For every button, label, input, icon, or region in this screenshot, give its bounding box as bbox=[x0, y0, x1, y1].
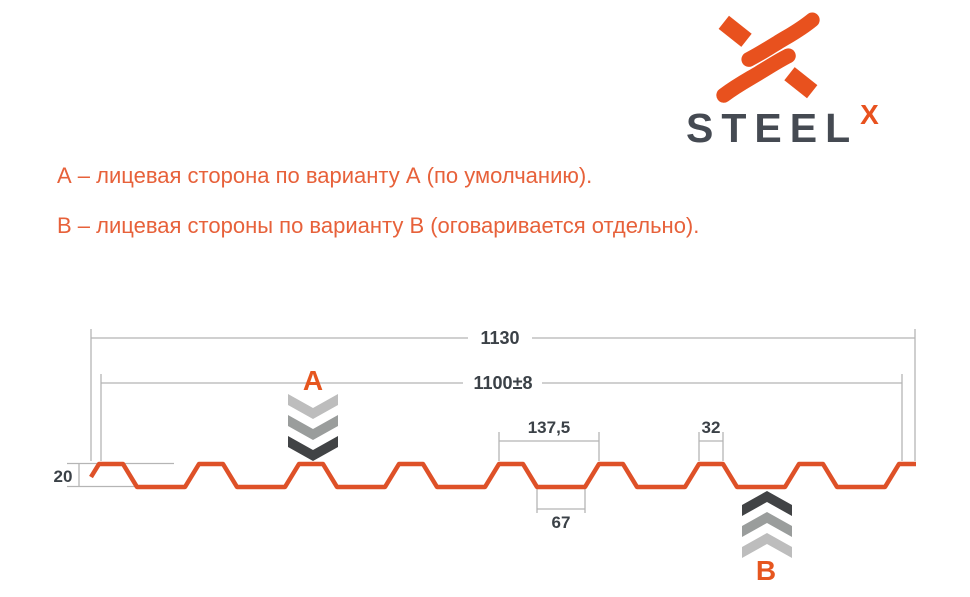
side-b-marker: В bbox=[742, 491, 792, 586]
dim-label-rib-pitch: 137,5 bbox=[528, 418, 571, 437]
dim-label-rib-bottom-width: 67 bbox=[552, 513, 571, 532]
dim-label-profile-height: 20 bbox=[54, 467, 73, 486]
brand-name: STEEL bbox=[686, 105, 859, 151]
chevron-down-icon bbox=[288, 436, 338, 461]
marker-letter-a: А bbox=[303, 365, 323, 396]
logo-hook-top-right bbox=[741, 12, 820, 67]
chevron-up-icon bbox=[742, 533, 792, 558]
side-a-marker: А bbox=[288, 365, 338, 461]
steelx-wordmark: STEEL X bbox=[686, 101, 879, 151]
steelx-logo-icon bbox=[716, 12, 820, 103]
marker-letter-b: В bbox=[756, 555, 776, 586]
dim-label-overall-width: 1130 bbox=[480, 328, 519, 348]
chevron-up-icon bbox=[742, 512, 792, 537]
chevron-down-icon bbox=[288, 415, 338, 440]
heading-variant-a: А – лицевая сторона по варианту А (по ум… bbox=[57, 163, 593, 188]
chevron-down-icon bbox=[288, 394, 338, 419]
brand-x-mark: X bbox=[860, 99, 879, 130]
dim-label-working-width: 1100±8 bbox=[474, 373, 533, 393]
chevron-up-icon bbox=[742, 491, 792, 516]
logo-arm-top-left bbox=[718, 15, 752, 47]
heading-variant-b: В – лицевая стороны по варианту В (огова… bbox=[57, 213, 700, 238]
profile-outline bbox=[89, 461, 916, 490]
logo-arm-bottom-right bbox=[784, 67, 818, 99]
dim-label-rib-top-width: 32 bbox=[702, 418, 721, 437]
dimension-lines bbox=[67, 329, 916, 513]
profile-diagram: А В 1130 1100±8 137,5 32 67 20 bbox=[54, 328, 916, 586]
logo-hook-bottom-left bbox=[716, 48, 796, 103]
